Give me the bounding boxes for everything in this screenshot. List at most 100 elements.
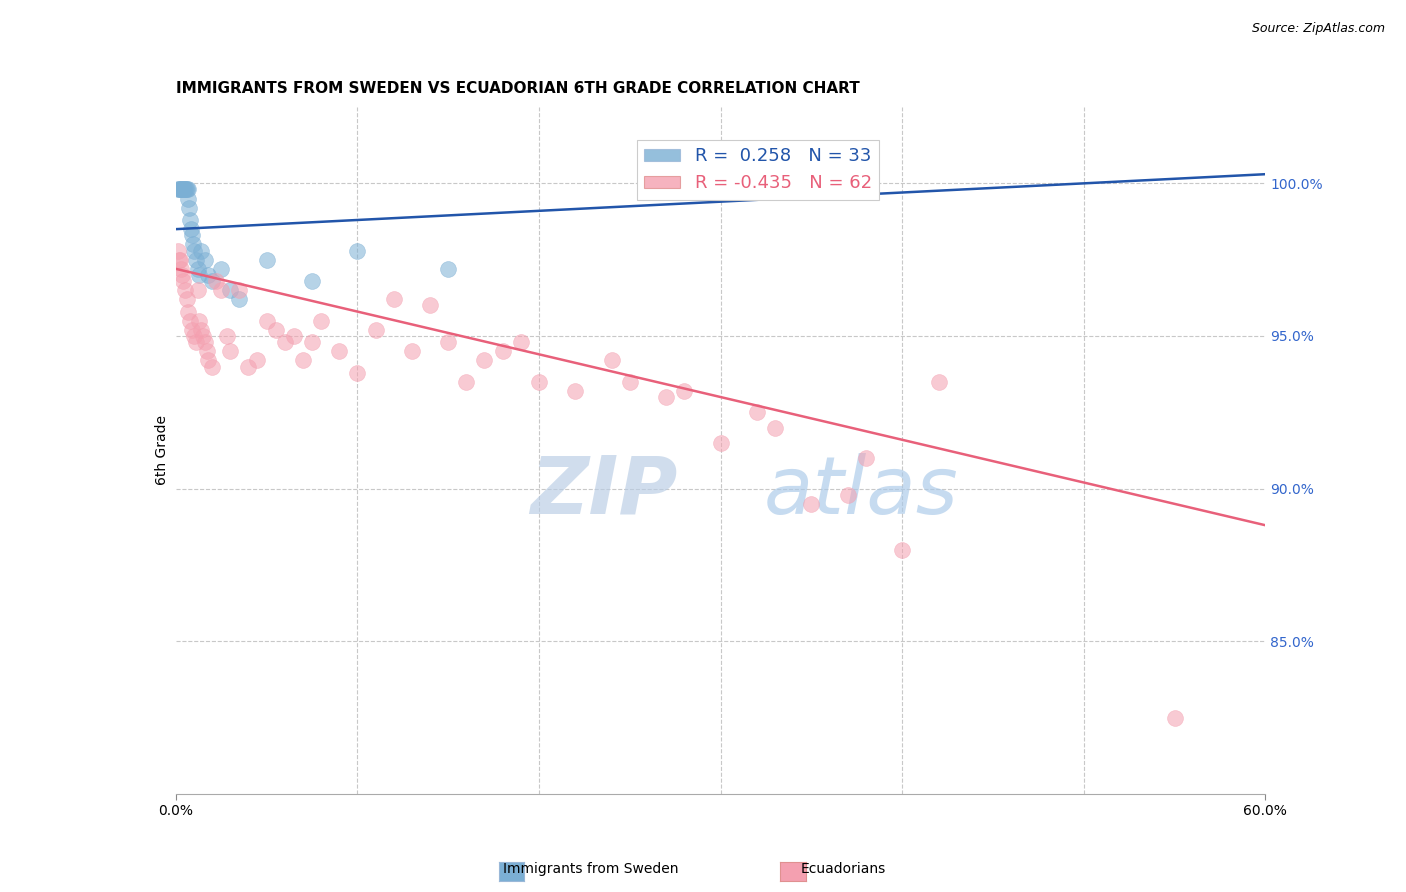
- Point: [174, 182, 197, 196]
- Point: [855, 451, 877, 466]
- Point: [419, 298, 441, 312]
- Point: [763, 420, 786, 434]
- Point: [170, 182, 193, 196]
- Point: [201, 274, 224, 288]
- Point: [364, 323, 387, 337]
- Point: [204, 274, 226, 288]
- Point: [183, 244, 205, 258]
- Point: [179, 314, 201, 328]
- Text: Immigrants from Sweden: Immigrants from Sweden: [503, 862, 678, 876]
- Point: [256, 252, 278, 267]
- Point: [209, 261, 232, 276]
- Point: [180, 222, 202, 236]
- Point: [891, 542, 914, 557]
- Point: [186, 261, 209, 276]
- Point: [382, 293, 405, 307]
- Point: [177, 304, 200, 318]
- Point: [201, 359, 224, 374]
- Point: [194, 252, 217, 267]
- Point: [710, 435, 733, 450]
- Point: [184, 252, 207, 267]
- Point: [437, 261, 460, 276]
- Point: [167, 244, 190, 258]
- Point: [190, 244, 212, 258]
- Point: [173, 283, 195, 297]
- Point: [600, 353, 623, 368]
- Text: IMMIGRANTS FROM SWEDEN VS ECUADORIAN 6TH GRADE CORRELATION CHART: IMMIGRANTS FROM SWEDEN VS ECUADORIAN 6TH…: [176, 81, 859, 96]
- Point: [228, 283, 250, 297]
- Point: [401, 344, 423, 359]
- Point: [195, 344, 218, 359]
- Point: [655, 390, 678, 404]
- Point: [274, 335, 297, 350]
- Point: [928, 375, 950, 389]
- Point: [177, 192, 200, 206]
- Point: [346, 244, 368, 258]
- Point: [673, 384, 696, 398]
- Point: [172, 182, 194, 196]
- Point: [167, 182, 190, 196]
- Point: [179, 201, 201, 215]
- Point: [169, 252, 191, 267]
- Point: [191, 329, 214, 343]
- Point: [301, 274, 323, 288]
- Point: [183, 329, 205, 343]
- Point: [837, 488, 859, 502]
- Point: [179, 213, 201, 227]
- Point: [219, 283, 242, 297]
- Point: [209, 283, 232, 297]
- Point: [169, 182, 191, 196]
- Point: [291, 353, 314, 368]
- Point: [186, 283, 209, 297]
- Point: [619, 375, 641, 389]
- Point: [219, 344, 242, 359]
- Y-axis label: 6th Grade: 6th Grade: [155, 416, 169, 485]
- Point: [456, 375, 478, 389]
- Point: [256, 314, 278, 328]
- Point: [527, 375, 550, 389]
- Point: [172, 274, 194, 288]
- Text: Source: ZipAtlas.com: Source: ZipAtlas.com: [1251, 22, 1385, 36]
- Point: [564, 384, 586, 398]
- Point: [1163, 710, 1185, 724]
- Text: Ecuadorians: Ecuadorians: [801, 862, 886, 876]
- Point: [172, 182, 194, 196]
- Point: [184, 335, 207, 350]
- Point: [170, 261, 193, 276]
- Point: [309, 314, 332, 328]
- Point: [246, 353, 269, 368]
- Point: [176, 182, 198, 196]
- Point: [181, 323, 204, 337]
- Point: [194, 335, 217, 350]
- Text: ZIP: ZIP: [530, 452, 678, 531]
- Point: [215, 329, 238, 343]
- Point: [437, 335, 460, 350]
- Point: [176, 182, 198, 196]
- Text: atlas: atlas: [765, 452, 959, 531]
- Point: [328, 344, 350, 359]
- Point: [181, 228, 204, 243]
- Point: [176, 293, 198, 307]
- Point: [188, 268, 211, 282]
- Point: [301, 335, 323, 350]
- Point: [172, 268, 194, 282]
- Point: [169, 182, 191, 196]
- Legend: R =  0.258   N = 33, R = -0.435   N = 62: R = 0.258 N = 33, R = -0.435 N = 62: [637, 140, 879, 200]
- Point: [197, 268, 219, 282]
- Point: [492, 344, 515, 359]
- Point: [173, 182, 195, 196]
- Point: [264, 323, 287, 337]
- Point: [745, 405, 768, 419]
- Point: [197, 353, 219, 368]
- Point: [169, 252, 191, 267]
- Point: [346, 366, 368, 380]
- Point: [800, 170, 823, 185]
- Point: [181, 237, 204, 252]
- Point: [283, 329, 305, 343]
- Point: [188, 314, 211, 328]
- Point: [173, 182, 195, 196]
- Point: [474, 353, 496, 368]
- Point: [238, 359, 260, 374]
- Point: [800, 497, 823, 511]
- Point: [190, 323, 212, 337]
